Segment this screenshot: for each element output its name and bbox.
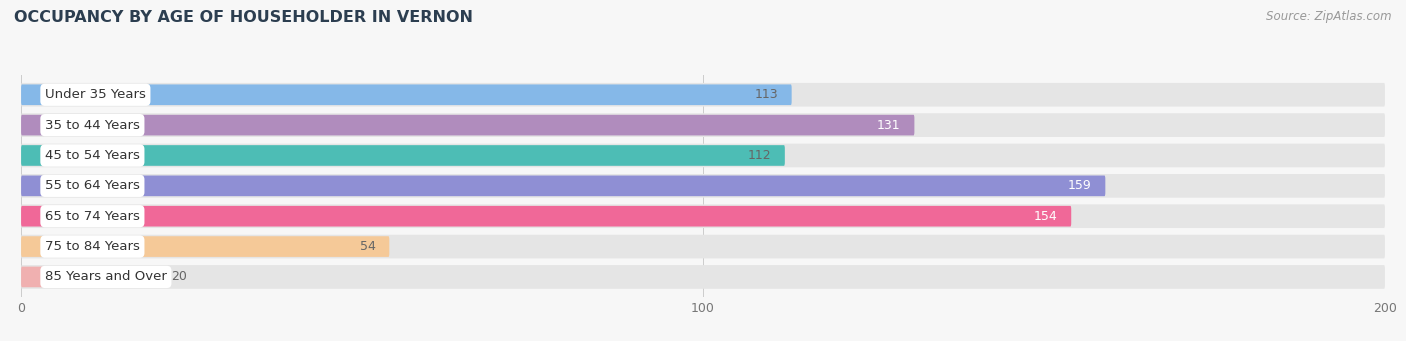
Text: 75 to 84 Years: 75 to 84 Years xyxy=(45,240,139,253)
Text: 55 to 64 Years: 55 to 64 Years xyxy=(45,179,139,192)
Text: 65 to 74 Years: 65 to 74 Years xyxy=(45,210,139,223)
FancyBboxPatch shape xyxy=(21,113,1385,137)
FancyBboxPatch shape xyxy=(21,204,1385,228)
FancyBboxPatch shape xyxy=(21,115,914,135)
FancyBboxPatch shape xyxy=(21,265,1385,289)
FancyBboxPatch shape xyxy=(21,176,1105,196)
FancyBboxPatch shape xyxy=(21,236,389,257)
FancyBboxPatch shape xyxy=(21,235,1385,258)
FancyBboxPatch shape xyxy=(21,85,792,105)
FancyBboxPatch shape xyxy=(21,145,785,166)
FancyBboxPatch shape xyxy=(21,206,1071,226)
Text: Source: ZipAtlas.com: Source: ZipAtlas.com xyxy=(1267,10,1392,23)
Text: OCCUPANCY BY AGE OF HOUSEHOLDER IN VERNON: OCCUPANCY BY AGE OF HOUSEHOLDER IN VERNO… xyxy=(14,10,472,25)
Text: 154: 154 xyxy=(1033,210,1057,223)
FancyBboxPatch shape xyxy=(21,144,1385,167)
Text: 131: 131 xyxy=(877,119,901,132)
Text: 112: 112 xyxy=(748,149,772,162)
Text: 159: 159 xyxy=(1069,179,1091,192)
Text: Under 35 Years: Under 35 Years xyxy=(45,88,146,101)
FancyBboxPatch shape xyxy=(21,83,1385,107)
Text: 45 to 54 Years: 45 to 54 Years xyxy=(45,149,139,162)
Text: 54: 54 xyxy=(360,240,375,253)
FancyBboxPatch shape xyxy=(21,267,157,287)
Text: 85 Years and Over: 85 Years and Over xyxy=(45,270,167,283)
Text: 113: 113 xyxy=(755,88,778,101)
Text: 35 to 44 Years: 35 to 44 Years xyxy=(45,119,139,132)
Text: 20: 20 xyxy=(172,270,187,283)
FancyBboxPatch shape xyxy=(21,174,1385,198)
